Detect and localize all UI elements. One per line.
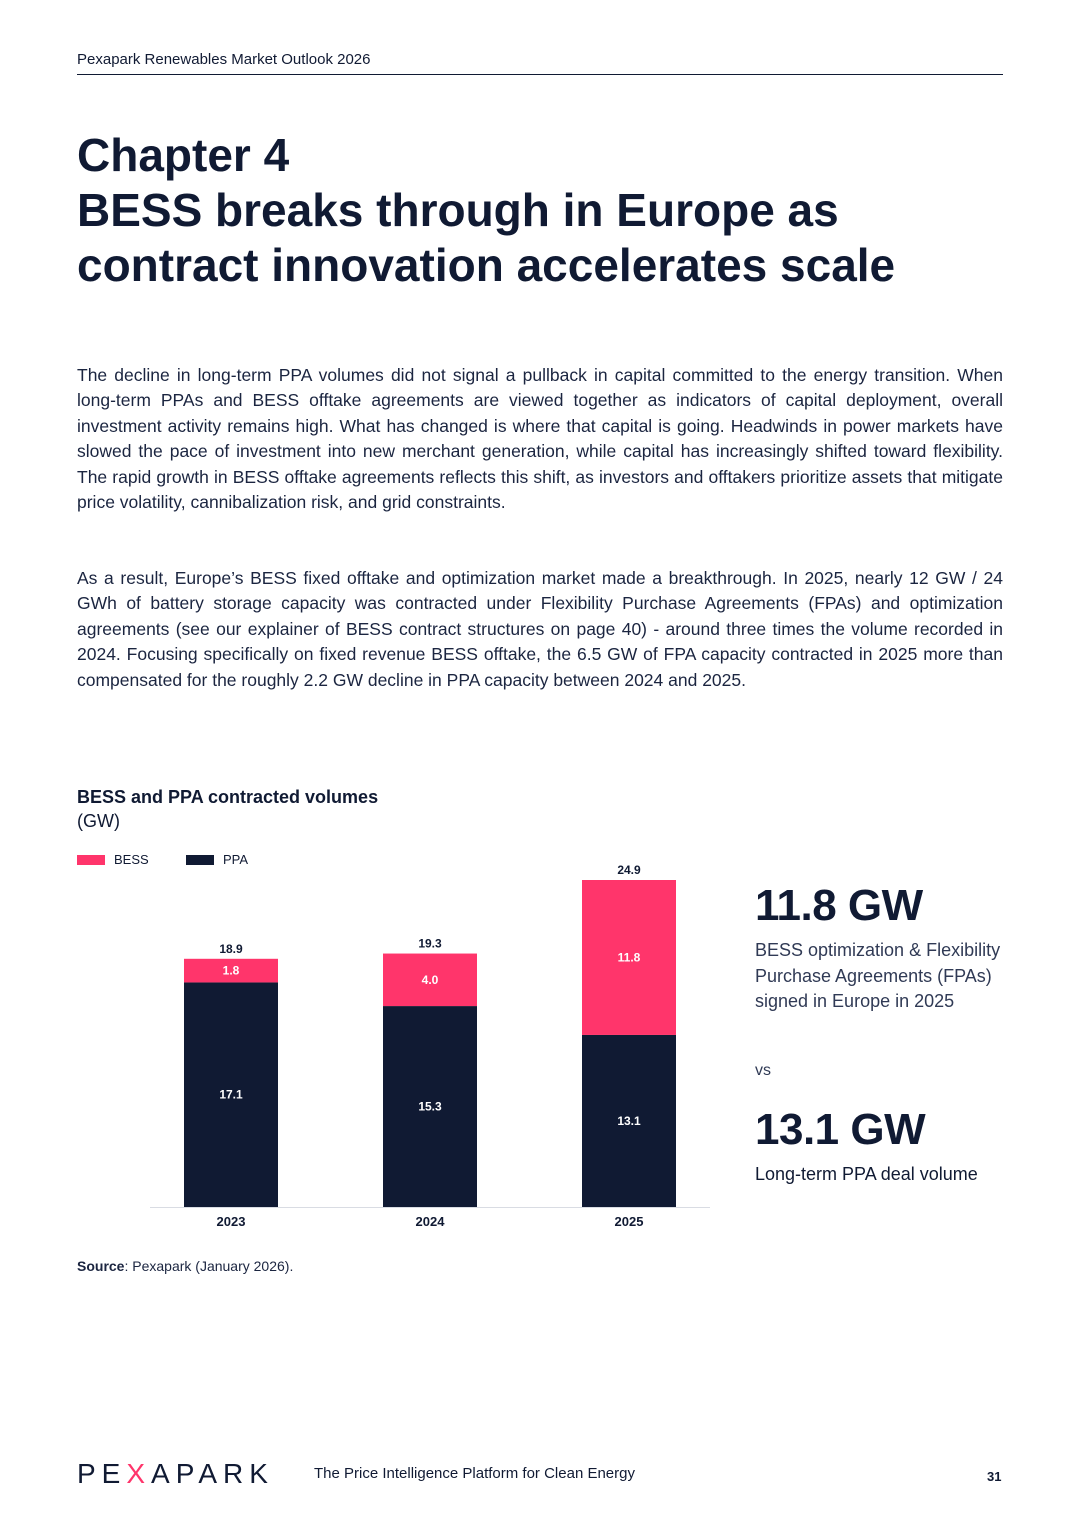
x-tick-label-2024: 2024 xyxy=(416,1214,446,1229)
chapter-title: Chapter 4 BESS breaks through in Europe … xyxy=(77,128,1037,293)
data-label-ppa-2025: 13.1 xyxy=(617,1114,641,1128)
running-header: Pexapark Renewables Market Outlook 2026 xyxy=(77,51,1003,75)
legend-label-bess: BESS xyxy=(114,852,149,867)
legend-swatch-bess xyxy=(77,854,105,865)
chapter-number: Chapter 4 xyxy=(77,129,290,181)
source-label: Source xyxy=(77,1258,125,1274)
body-paragraph-1: The decline in long-term PPA volumes did… xyxy=(77,365,1003,513)
kpi-bess-value: 11.8 GW xyxy=(755,881,923,930)
legend-item-bess: BESS xyxy=(77,852,149,867)
bar-bess-2024 xyxy=(383,953,477,1007)
legend-item-ppa: PPA xyxy=(186,852,248,867)
total-label-2023: 18.9 xyxy=(219,942,243,956)
kpi-ppa-description: Long-term PPA deal volume xyxy=(755,1164,978,1184)
total-label-2025: 24.9 xyxy=(617,863,641,877)
bar-ppa-2023 xyxy=(184,982,278,1207)
data-label-bess-2024: 4.0 xyxy=(422,973,439,987)
bar-ppa-2025 xyxy=(582,1034,676,1207)
chart-unit-label: (GW) xyxy=(77,811,120,831)
body-paragraph-2: As a result, Europe’s BESS fixed offtake… xyxy=(77,568,1003,690)
kpi-bess-description: BESS optimization & Flexibility Purchase… xyxy=(755,940,1001,1011)
bar-ppa-2024 xyxy=(383,1006,477,1207)
chart-source: Source: Pexapark (January 2026). xyxy=(77,1258,293,1274)
legend-label-ppa: PPA xyxy=(223,852,249,867)
data-label-ppa-2024: 15.3 xyxy=(418,1100,442,1114)
source-text: : Pexapark (January 2026). xyxy=(124,1258,294,1274)
kpi-vs-label: vs xyxy=(755,1062,771,1079)
chapter-title-line-2: contract innovation accelerates scale xyxy=(77,239,896,291)
x-tick-label-2023: 2023 xyxy=(217,1214,246,1229)
kpi-ppa-value: 13.1 GW xyxy=(755,1105,926,1154)
logo-x-mark: X xyxy=(126,1458,152,1489)
page-number: 31 xyxy=(987,1469,1002,1484)
pexapark-logo: PEXAPARK xyxy=(77,1458,274,1489)
data-label-ppa-2023: 17.1 xyxy=(219,1088,243,1102)
x-tick-label-2025: 2025 xyxy=(615,1214,644,1229)
chapter-title-line-1: BESS breaks through in Europe as xyxy=(77,184,839,236)
footer-tagline: The Price Intelligence Platform for Clea… xyxy=(314,1465,635,1482)
chart-title: BESS and PPA contracted volumes xyxy=(77,787,379,807)
bar-bess-2023 xyxy=(184,958,278,983)
bar-bess-2025 xyxy=(582,880,676,1035)
data-label-bess-2023: 1.8 xyxy=(223,964,240,978)
data-label-bess-2025: 11.8 xyxy=(618,950,641,964)
total-label-2024: 19.3 xyxy=(418,937,442,951)
legend-swatch-ppa xyxy=(186,854,214,865)
